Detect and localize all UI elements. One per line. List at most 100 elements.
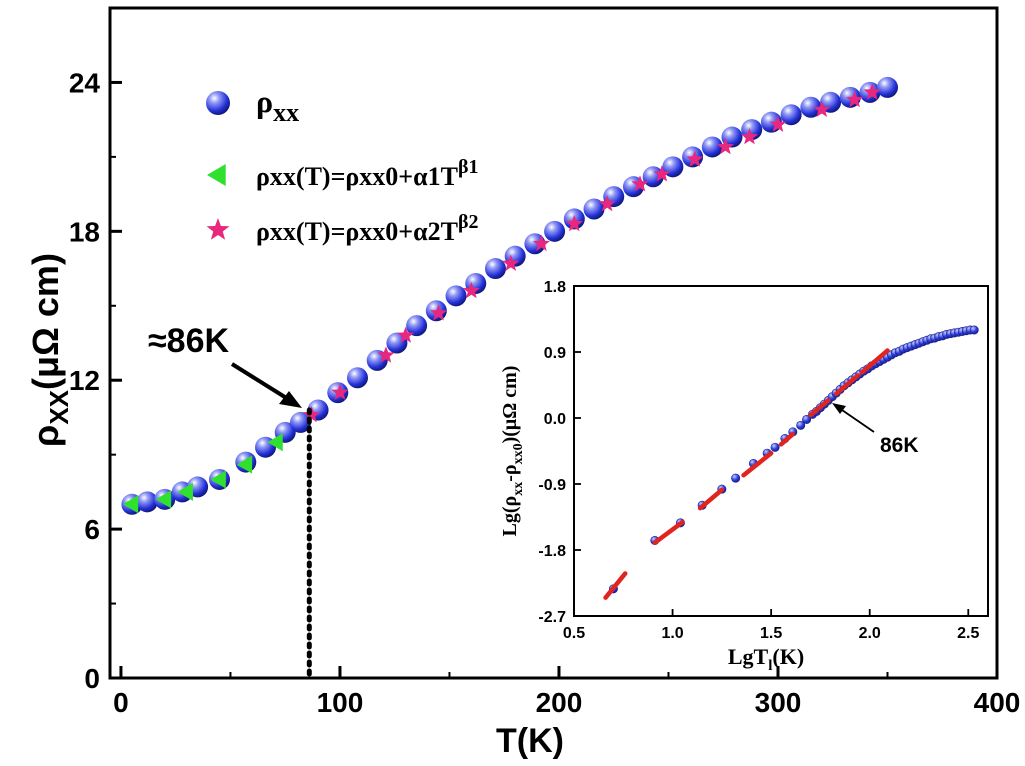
inset-fit2-segment: [859, 348, 890, 375]
fit2-point: [532, 234, 550, 251]
inset-y-axis-label: Lg(ρxx-ρxx0)(μΩ cm): [499, 366, 526, 537]
y-tick-label: 18: [69, 216, 100, 247]
fit2-point: [631, 175, 649, 192]
transition-annotation: ≈86K: [148, 322, 229, 360]
fit2-point: [565, 214, 583, 232]
rho-xx-point: [290, 411, 312, 433]
inset-data-point: [969, 325, 979, 335]
rho-xx-point: [800, 96, 822, 118]
inset-fit1-segment: [778, 431, 796, 447]
svg-text:ρXX(μΩ cm): ρXX(μΩ cm): [25, 253, 74, 447]
fit1-point: [236, 455, 253, 474]
rho-xx-point: [583, 198, 605, 220]
fit2-point: [462, 281, 480, 299]
x-tick-label: 400: [974, 687, 1021, 718]
legend-marker-fit1: [207, 164, 226, 186]
fit1-point: [155, 490, 172, 509]
inset-fit1-segment: [603, 571, 628, 600]
fit2-point: [377, 346, 395, 363]
legend-star-marker: [206, 218, 230, 240]
legend-label-fit1: ρxx(T)=ρxx0+α1Tβ1: [256, 156, 479, 191]
legend-sphere-marker: [206, 91, 230, 115]
inset-x-tick-label: 0.5: [563, 625, 585, 642]
y-axis-label: ρXX(μΩ cm): [25, 253, 74, 447]
y-axis-label-rho: ρ: [25, 425, 66, 447]
annotation-arrow: [230, 362, 302, 408]
fit2-point: [769, 115, 787, 132]
fit2-point: [397, 326, 415, 343]
inset-data-point: [796, 420, 806, 430]
x-axis-label: T(K): [496, 722, 564, 760]
fit1-point: [177, 482, 193, 501]
legend-marker-rho: [206, 91, 230, 115]
inset-annotation: 86K: [880, 434, 919, 457]
inset-y-axis: -2.7 -1.8 -0.9 0.0 0.9 1.8: [538, 279, 581, 626]
inset-background: [574, 286, 988, 616]
inset-x-axis-label: LgTl(K): [728, 644, 804, 674]
rho-xx-point: [484, 258, 506, 280]
inset-data-point: [770, 442, 780, 452]
y-axis-label-sub: XX: [44, 389, 74, 424]
fit2-point: [430, 304, 448, 321]
fit2-point: [331, 383, 349, 400]
y-axis-label-unit: (μΩ cm): [25, 253, 66, 390]
fit2-point: [863, 83, 881, 100]
inset-annotation-arrow: [832, 403, 875, 433]
fit2-point: [741, 128, 759, 145]
x-tick-label: 0: [113, 687, 129, 718]
legend: ρxx ρxx(T)=ρxx0+α1Tβ1 ρxx(T)=ρxx0+α2Tβ2: [206, 83, 479, 246]
inset-x-axis: 0.5 1.0 1.5 2.0 2.5: [563, 609, 980, 642]
inset-series-group: [603, 325, 979, 600]
inset-fit1-segment: [652, 519, 685, 545]
fit1-point: [210, 470, 226, 489]
inset-x-tick-label: 1.5: [760, 625, 782, 642]
x-tick-label: 300: [755, 687, 802, 718]
inset-fit1-segment: [741, 450, 774, 478]
rho-xx-point: [445, 285, 467, 307]
inset-fit1-segment: [697, 487, 725, 511]
fit1-point: [122, 495, 139, 514]
main-series-group: [121, 76, 898, 515]
inset-fit2-segment: [808, 398, 831, 418]
inset-y-tick-label: 1.8: [544, 279, 566, 296]
legend-label-rho: ρxx: [256, 83, 299, 127]
rho-xx-point: [544, 220, 566, 242]
x-tick-label: 100: [317, 687, 364, 718]
inset-x-tick-label: 2.0: [859, 625, 881, 642]
inset-y-tick-label: -1.8: [538, 543, 566, 560]
fit2-point: [686, 150, 704, 167]
fit2-point: [653, 165, 671, 182]
svg-text:Lg(ρxx-ρxx0)(μΩ cm): Lg(ρxx-ρxx0)(μΩ cm): [499, 366, 526, 537]
fit2-point: [502, 254, 520, 271]
fit2-point: [716, 138, 734, 155]
fit2-point: [813, 100, 831, 117]
inset-x-tick-label: 2.5: [957, 625, 979, 642]
fit2-point: [846, 90, 864, 108]
inset-y-tick-label: 0.9: [544, 345, 566, 362]
inset-y-tick-label: -0.9: [538, 477, 566, 494]
fit2-point: [598, 195, 616, 212]
inset-data-point: [802, 414, 812, 424]
inset-x-tick-label: 1.0: [661, 625, 683, 642]
legend-triangle-marker: [207, 164, 226, 186]
y-tick-label: 0: [84, 663, 100, 694]
rho-xx-point: [876, 76, 898, 98]
legend-label-fit2: ρxx(T)=ρxx0+α2Tβ2: [256, 211, 479, 246]
inset-fit2-segment: [833, 373, 861, 397]
rho-xx-point: [346, 367, 368, 389]
rho-xx-point: [780, 104, 802, 126]
legend-marker-fit2: [206, 218, 230, 240]
fit1-point: [267, 433, 283, 452]
y-tick-label: 12: [69, 365, 100, 396]
rho-xx-point: [136, 491, 158, 513]
inset-frame: [573, 285, 989, 617]
y-tick-label: 6: [84, 514, 100, 545]
rho-xx-point: [406, 315, 428, 337]
main-x-axis: 0 100 200 300 400: [113, 666, 1020, 718]
rho-xx-point: [701, 136, 723, 158]
inset-y-tick-label: 0.0: [544, 411, 566, 428]
inset-data-point: [731, 473, 741, 483]
y-tick-label: 24: [69, 67, 101, 98]
inset-y-tick-label: -2.7: [538, 609, 566, 626]
